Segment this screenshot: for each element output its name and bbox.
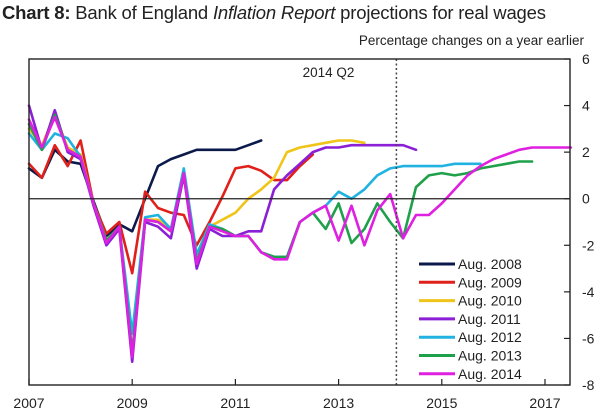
- legend-label: Aug. 2012: [458, 329, 522, 345]
- y-tick-label: 0: [582, 191, 590, 207]
- y-tick-label: -2: [582, 237, 595, 253]
- y-tick-label: 2: [582, 144, 590, 160]
- chart-title-prefix: Chart 8:: [2, 2, 71, 23]
- x-tick-label: 2013: [323, 395, 354, 411]
- legend-label: Aug. 2010: [458, 293, 522, 309]
- x-tick-label: 2017: [529, 395, 560, 411]
- y-tick-label: -8: [582, 377, 595, 393]
- legend-label: Aug. 2008: [458, 256, 522, 272]
- series-line-aug-2014: [27, 115, 573, 359]
- chart-title: Chart 8: Bank of England Inflation Repor…: [2, 2, 546, 24]
- x-tick-label: 2007: [13, 395, 44, 411]
- axes-layer: 2014 Q2 2007 2009 2011 2013 2015 2017 6 4 2 0 -2 -4 -…: [13, 51, 594, 411]
- x-tick-label: 2009: [117, 395, 148, 411]
- y-axis-units-label: Percentage changes on a year earlier: [358, 33, 584, 48]
- y-tick-label: -6: [582, 330, 595, 346]
- legend-label: Aug. 2011: [458, 311, 521, 327]
- series-line-aug-2012: [27, 132, 482, 336]
- chart-title-part1: Bank of England: [70, 2, 213, 23]
- legend-label: Aug. 2009: [458, 274, 522, 290]
- legend-label: Aug. 2013: [458, 348, 522, 364]
- y-tick-label: 6: [582, 51, 590, 67]
- chart-title-part2: projections for real wages: [335, 2, 546, 23]
- y-tick-label: 4: [582, 98, 590, 114]
- legend: Aug. 2008 Aug. 2009 Aug. 2010 Aug. 2011 Aug.…: [419, 256, 522, 382]
- series-line-aug-2011: [27, 104, 418, 364]
- x-tick-label: 2015: [426, 395, 457, 411]
- legend-label: Aug. 2014: [458, 366, 522, 382]
- series-layer: [27, 104, 573, 364]
- chart-title-italic: Inflation Report: [212, 2, 336, 23]
- annotation-label: 2014 Q2: [303, 65, 355, 80]
- x-tick-label: 2011: [220, 395, 250, 411]
- plot-frame: [28, 58, 571, 386]
- y-tick-label: -4: [582, 284, 595, 300]
